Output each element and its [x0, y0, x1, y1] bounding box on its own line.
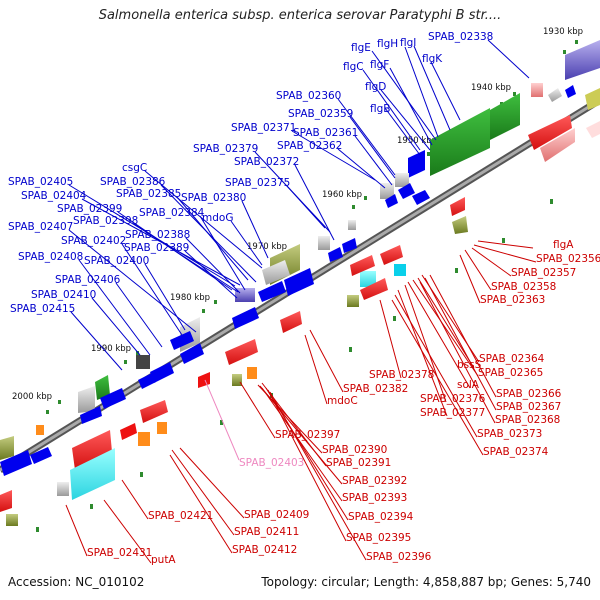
gene-label: SPAB_02391: [326, 457, 391, 469]
gene-label: SPAB_02397: [275, 429, 340, 441]
gene-label: SPAB_02409: [244, 509, 309, 521]
gene-label: SPAB_02375: [225, 177, 290, 189]
gene-label: SPAB_02366: [496, 388, 562, 400]
kbp-tick-label: 1980 kbp: [170, 293, 210, 303]
gene-label: csgC: [122, 162, 147, 174]
gene-label: SPAB_02356: [536, 253, 600, 265]
map-title: Salmonella enterica subsp. enterica sero…: [98, 8, 502, 23]
gene-label: SPAB_02431: [87, 547, 152, 559]
gene-label: SPAB_02374: [483, 446, 549, 458]
kbp-tick-label: 1960 kbp: [322, 190, 362, 200]
forward-leader-lines: [68, 39, 530, 371]
gene-label: SPAB_02338: [428, 31, 493, 43]
gene-label: SPAB_02394: [348, 511, 414, 523]
gene-label: SPAB_02395: [346, 532, 411, 544]
gene-label: SPAB_02384: [139, 207, 205, 219]
reverse-gene-labels[interactable]: flgA SPAB_02356 SPAB_02357 SPAB_02358 SP…: [87, 239, 600, 566]
gene-label: SPAB_02379: [193, 143, 258, 155]
gene-label: SPAB_02398: [73, 215, 138, 227]
gene-label: SPAB_02363: [480, 294, 545, 306]
gene-label: SPAB_02359: [288, 108, 353, 120]
forward-gene-labels[interactable]: flgE flgH flgI SPAB_02338 flgC flgF flgK…: [8, 31, 493, 315]
gene-label: SPAB_02385: [116, 188, 181, 200]
forward-gene-features[interactable]: [0, 40, 600, 476]
gene-label: flgE: [351, 42, 371, 54]
gene-label: SPAB_02390: [322, 444, 387, 456]
gene-label: SPAB_02399: [57, 203, 122, 215]
gene-label: SPAB_02410: [31, 289, 96, 301]
gene-label: SPAB_02402: [61, 235, 126, 247]
gene-label: SPAB_02396: [366, 551, 432, 563]
kbp-tick-label: 2000 kbp: [12, 392, 52, 402]
gene-label: SPAB_02368: [495, 414, 560, 426]
gene-label: flgB: [370, 103, 390, 115]
gene-label: SPAB_02373: [477, 428, 542, 440]
gene-label: solA: [457, 379, 480, 391]
accession-text: Accession: NC_010102: [8, 575, 145, 589]
gene-label: SPAB_02372: [234, 156, 299, 168]
gene-label: SPAB_02392: [342, 475, 407, 487]
gene-label: flgC: [343, 61, 364, 73]
gene-label: SPAB_02377: [420, 407, 485, 419]
kbp-tick-label: 1990 kbp: [91, 344, 131, 354]
pseudo-gene-labels[interactable]: SPAB_02403: [239, 457, 304, 469]
gene-label: SPAB_02405: [8, 176, 73, 188]
gene-label: flgI: [400, 37, 416, 49]
gene-label: SPAB_02393: [342, 492, 407, 504]
gene-label: SPAB_02421: [148, 510, 213, 522]
gene-label: SPAB_02382: [343, 383, 408, 395]
pseudo-leader-lines: [204, 379, 240, 461]
gene-label: SPAB_02388: [125, 229, 190, 241]
gene-label: flgA: [553, 239, 574, 251]
gene-label: SPAB_02367: [496, 401, 561, 413]
kbp-tick-label: 1950 kbp: [397, 136, 437, 146]
gene-label: SPAB_02371: [231, 122, 296, 134]
gene-label: SPAB_02361: [293, 127, 358, 139]
gene-label: flgH: [377, 38, 398, 50]
gene-label: SPAB_02412: [232, 544, 297, 556]
gene-label: SPAB_02400: [84, 255, 149, 267]
reverse-leader-lines: [65, 240, 537, 564]
gene-label: putA: [151, 554, 176, 566]
gene-label: flgF: [370, 59, 389, 71]
gene-label: SPAB_02411: [234, 526, 299, 538]
gene-label: SPAB_02358: [491, 281, 556, 293]
gene-label: SPAB_02389: [124, 242, 189, 254]
gene-label: SPAB_02406: [55, 274, 121, 286]
reverse-gene-features[interactable]: [0, 88, 600, 526]
gene-label: SPAB_02380: [181, 192, 246, 204]
gene-label: SPAB_02376: [420, 393, 486, 405]
gene-label: SPAB_02365: [478, 367, 543, 379]
gene-label: SPAB_02360: [276, 90, 341, 102]
gene-label: SPAB_02403: [239, 457, 304, 469]
gene-label: SPAB_02357: [511, 267, 576, 279]
gene-label: SPAB_02415: [10, 303, 75, 315]
gene-label: SPAB_02386: [100, 176, 166, 188]
topology-text: Topology: circular; Length: 4,858,887 bp…: [261, 575, 591, 589]
gene-label: SPAB_02364: [479, 353, 545, 365]
gene-label: mdoG: [202, 212, 233, 224]
gene-label: bssS: [457, 359, 482, 371]
gene-label: SPAB_02408: [18, 251, 83, 263]
gene-label: mdoC: [327, 395, 358, 407]
gene-label: SPAB_02378: [369, 369, 434, 381]
kbp-ruler: 1930 kbp 1940 kbp 1950 kbp 1960 kbp 1970…: [12, 27, 583, 402]
gene-label: SPAB_02407: [8, 221, 73, 233]
kbp-tick-label: 1970 kbp: [247, 242, 287, 252]
gene-label: SPAB_02362: [277, 140, 342, 152]
gene-label: flgD: [365, 81, 386, 93]
kbp-tick-label: 1940 kbp: [471, 83, 511, 93]
gene-label: SPAB_02404: [21, 190, 87, 202]
gene-label: flgK: [422, 53, 443, 65]
kbp-tick-label: 1930 kbp: [543, 27, 583, 37]
